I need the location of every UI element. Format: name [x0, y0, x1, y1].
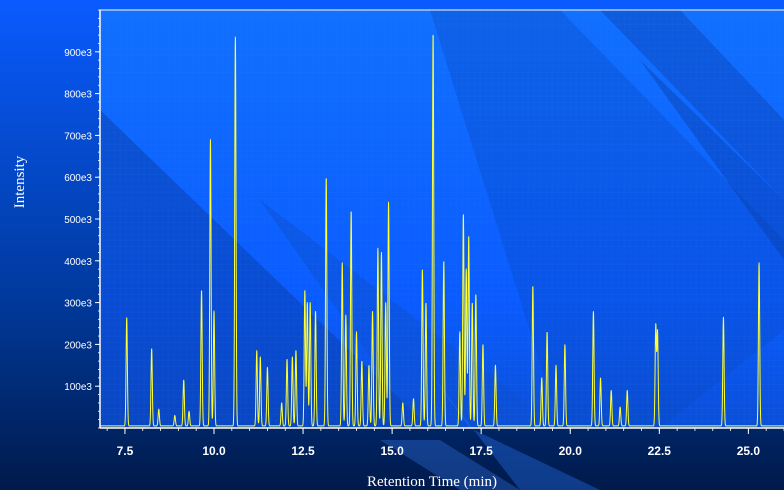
y-tick-label: 300e3 — [64, 299, 92, 310]
y-axis-title: Intensity — [12, 155, 28, 208]
x-tick-label: 12.5 — [291, 444, 315, 458]
y-axis-ticks: 100e3 200e3 300e3 400e3 500e3 600e3 700e3 800e3… — [64, 9, 100, 429]
x-tick-label: 20.0 — [559, 444, 583, 458]
band-6 — [420, 360, 600, 490]
y-tick-label: 500e3 — [64, 215, 92, 226]
x-axis-title: Retention Time (min) — [367, 474, 497, 490]
plot-texture-overlay — [100, 10, 784, 428]
x-tick-label: 22.5 — [648, 444, 672, 458]
x-tick-label: 15.0 — [380, 444, 404, 458]
chromatogram-trace — [99, 34, 784, 427]
y-tick-label: 100e3 — [64, 382, 92, 393]
y-tick-label: 900e3 — [64, 48, 92, 59]
x-tick-label: 17.5 — [470, 444, 494, 458]
y-tick-label: 200e3 — [64, 340, 92, 351]
x-tick-label: 7.5 — [117, 444, 134, 458]
y-tick-label: 600e3 — [64, 173, 92, 184]
x-tick-label: 25.0 — [737, 444, 761, 458]
band-7 — [380, 440, 520, 490]
y-tick-label: 400e3 — [64, 257, 92, 268]
y-tick-label: 800e3 — [64, 90, 92, 101]
y-tick-label: 700e3 — [64, 131, 92, 142]
x-tick-label: 10.0 — [202, 444, 226, 458]
